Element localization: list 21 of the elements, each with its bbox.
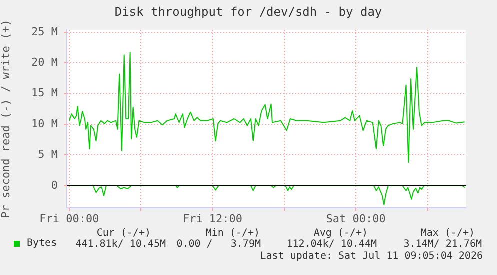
y-axis-title: Pr second read (-) / write (+) (0, 20, 12, 218)
text: Avg (-/+) (314, 228, 368, 239)
x-tick-label: Fri 12:00 (182, 212, 243, 226)
y-tick-label: 10 M (32, 117, 58, 130)
chart-title: Disk throughput for /dev/sdh - by day (114, 5, 384, 19)
y-tick-label: 25 M (32, 25, 58, 38)
y-tick-label: 0 (51, 178, 58, 192)
text: Last update: Sat Jul 11 09:05:04 2026 (260, 251, 483, 263)
x-tick-label: Fri 00:00 (40, 212, 100, 226)
text: Max (-/+) (420, 228, 475, 240)
text: 441.81k/ 10.45M (76, 239, 166, 251)
text: 3.14M/ 21.76M (404, 239, 482, 251)
text: 112.04k/ 10.44M (286, 239, 377, 251)
legend-label: Bytes (27, 238, 58, 250)
text: Cur (-/+) (96, 228, 151, 239)
y-tick-label: 20 M (32, 56, 58, 70)
text: Min (-/+) (206, 228, 260, 240)
y-tick-label: 15 M (32, 86, 58, 100)
x-tick-label: Sat 00:00 (326, 212, 386, 226)
text: 0.00 / 3.79M (176, 239, 261, 251)
y-tick-label: 5 M (38, 148, 58, 162)
